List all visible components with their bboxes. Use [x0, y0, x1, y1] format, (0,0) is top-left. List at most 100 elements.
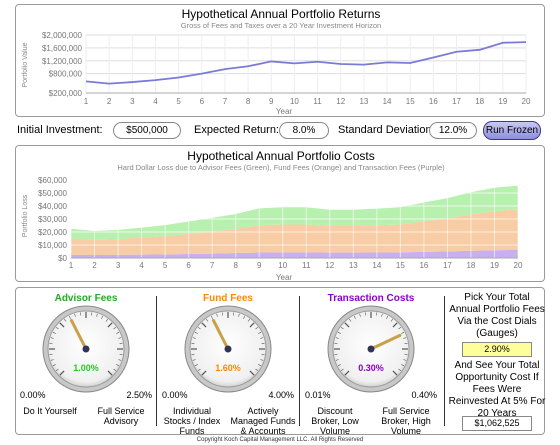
y-tick-label: $800,000: [49, 70, 83, 79]
standard-deviation-input[interactable]: 12.0%: [429, 122, 477, 139]
gauge-hub: [82, 345, 90, 353]
x-tick-label: 4: [139, 261, 144, 270]
x-tick-label: 18: [475, 97, 484, 106]
gauge-tick: [247, 318, 250, 322]
gauge-tick: [392, 370, 398, 376]
x-tick-label: 10: [278, 261, 287, 270]
x-tick-label: 9: [257, 261, 262, 270]
gauge-right-sublabel: Full Service Broker, High Volume: [381, 406, 431, 436]
expected-return-input[interactable]: 8.0%: [279, 122, 329, 139]
costs-chart-ylabel: Portfolio Loss: [22, 194, 29, 237]
gauge-tick: [340, 327, 344, 330]
x-tick-label: 13: [349, 261, 358, 270]
gauge-tick: [243, 315, 246, 319]
y-tick-label: $50,000: [38, 189, 67, 198]
portfolio-value-line: [85, 41, 527, 85]
advisor-fees-area: [71, 185, 518, 241]
costs-chart-subtitle: Hard Dollar Loss due to Advisor Fees (Gr…: [117, 163, 445, 172]
returns-chart-xlabel: Year: [276, 107, 293, 116]
gauge-tick: [238, 313, 240, 317]
gauge-hub: [224, 345, 232, 353]
x-tick-label: 14: [383, 97, 392, 106]
pick-fees-text: Pick Your Total Annual Portfolio Fees Vi…: [449, 292, 545, 339]
y-tick-label: $200,000: [49, 89, 83, 98]
gauge-tick: [401, 364, 405, 367]
gauge-tick: [344, 370, 350, 376]
opportunity-cost-value: $1,062,525: [462, 416, 532, 431]
gauge-tick: [255, 327, 259, 330]
x-tick-label: 1: [84, 97, 89, 106]
x-tick-label: 7: [223, 97, 228, 106]
divider: [299, 296, 300, 426]
gauge-left-sublabel: Do It Yourself: [23, 406, 77, 416]
gauge-title: Fund Fees: [202, 293, 253, 304]
gauge-tick: [353, 315, 356, 319]
gauge-tick: [107, 370, 113, 376]
gauge-tick: [96, 313, 98, 317]
x-tick-label: 15: [406, 97, 415, 106]
gauge-tick: [403, 337, 407, 339]
gauge-right-sublabel: Actively Managed Funds & Accounts: [230, 406, 296, 436]
gauge-max-label: 0.40%: [411, 390, 437, 400]
returns-chart-subtitle: Gross of Fees and Taxes over a 20 Year I…: [181, 21, 381, 30]
transaction-fees-area: [71, 249, 518, 258]
run-frozen-button[interactable]: Run Frozen: [483, 121, 541, 140]
gauge-max-label: 2.50%: [126, 390, 152, 400]
gauge-tick: [401, 331, 405, 334]
x-tick-label: 20: [514, 261, 523, 270]
x-tick-label: 15: [396, 261, 405, 270]
x-tick-label: 2: [107, 97, 112, 106]
gauge-tick: [116, 331, 120, 334]
divider: [156, 296, 157, 426]
y-tick-label: $0: [58, 254, 67, 263]
gauge-tick: [201, 322, 207, 328]
gauge-tick: [255, 368, 259, 371]
gauge-tick: [344, 322, 350, 328]
fund-fees-gauge[interactable]: Fund Fees 1.60% 0.00% 4.00% Individual Stock…: [158, 288, 298, 436]
gauge-title: Transaction Costs: [327, 293, 415, 304]
gauge-dial[interactable]: 1.60%: [158, 304, 298, 394]
gauge-tick: [52, 331, 56, 334]
gauge-tick: [398, 368, 402, 371]
gauge-tick: [398, 327, 402, 330]
gauges-panel: Advisor Fees 1.00% 0.00% 2.50% Do It Yoursel…: [15, 287, 546, 436]
x-tick-label: 4: [153, 97, 158, 106]
gauge-tick: [249, 370, 255, 376]
gauge-tick: [337, 331, 341, 334]
expected-return-label: Expected Return:: [194, 124, 279, 136]
gauge-tick: [55, 368, 59, 371]
y-tick-label: $30,000: [38, 215, 67, 224]
gauge-dial[interactable]: 1.00%: [16, 304, 156, 394]
gauge-tick: [392, 322, 398, 328]
x-tick-label: 8: [246, 97, 251, 106]
gauge-right-sublabel: Full Service Advisory: [97, 406, 145, 426]
y-tick-label: $60,000: [38, 176, 67, 185]
gauge-tick: [194, 364, 198, 367]
gauge-tick: [260, 359, 264, 361]
gauge-left-sublabel: Discount Broker, Low Volume: [311, 406, 359, 436]
gauge-dial[interactable]: 0.30%: [301, 304, 441, 394]
summary-panel: Pick Your Total Annual Portfolio Fees Vi…: [448, 288, 546, 436]
gauge-needle: [211, 318, 230, 351]
gauge-tick: [359, 313, 361, 317]
x-tick-label: 11: [302, 261, 311, 270]
initial-investment-input[interactable]: $500,000: [113, 122, 181, 139]
x-tick-label: 17: [452, 97, 461, 106]
gauge-tick: [206, 318, 209, 322]
transaction-costs-gauge[interactable]: Transaction Costs 0.30% 0.01% 0.40% Discount…: [301, 288, 441, 436]
gauge-tick: [403, 359, 407, 361]
returns-chart-ylabel: Portfolio Value: [22, 42, 29, 87]
gauge-tick: [74, 313, 76, 317]
gauge-tick: [258, 364, 262, 367]
x-tick-label: 8: [233, 261, 238, 270]
y-tick-label: $1,200,000: [42, 57, 83, 66]
gauge-tick: [101, 315, 104, 319]
advisor-fees-gauge[interactable]: Advisor Fees 1.00% 0.00% 2.50% Do It Yoursel…: [16, 288, 156, 436]
costs-chart-xlabel: Year: [276, 273, 293, 282]
gauge-tick: [50, 359, 54, 361]
gauge-tick: [335, 359, 339, 361]
total-fees-value: 2.90%: [462, 342, 532, 357]
y-tick-label: $10,000: [38, 241, 67, 250]
gauge-tick: [260, 337, 264, 339]
